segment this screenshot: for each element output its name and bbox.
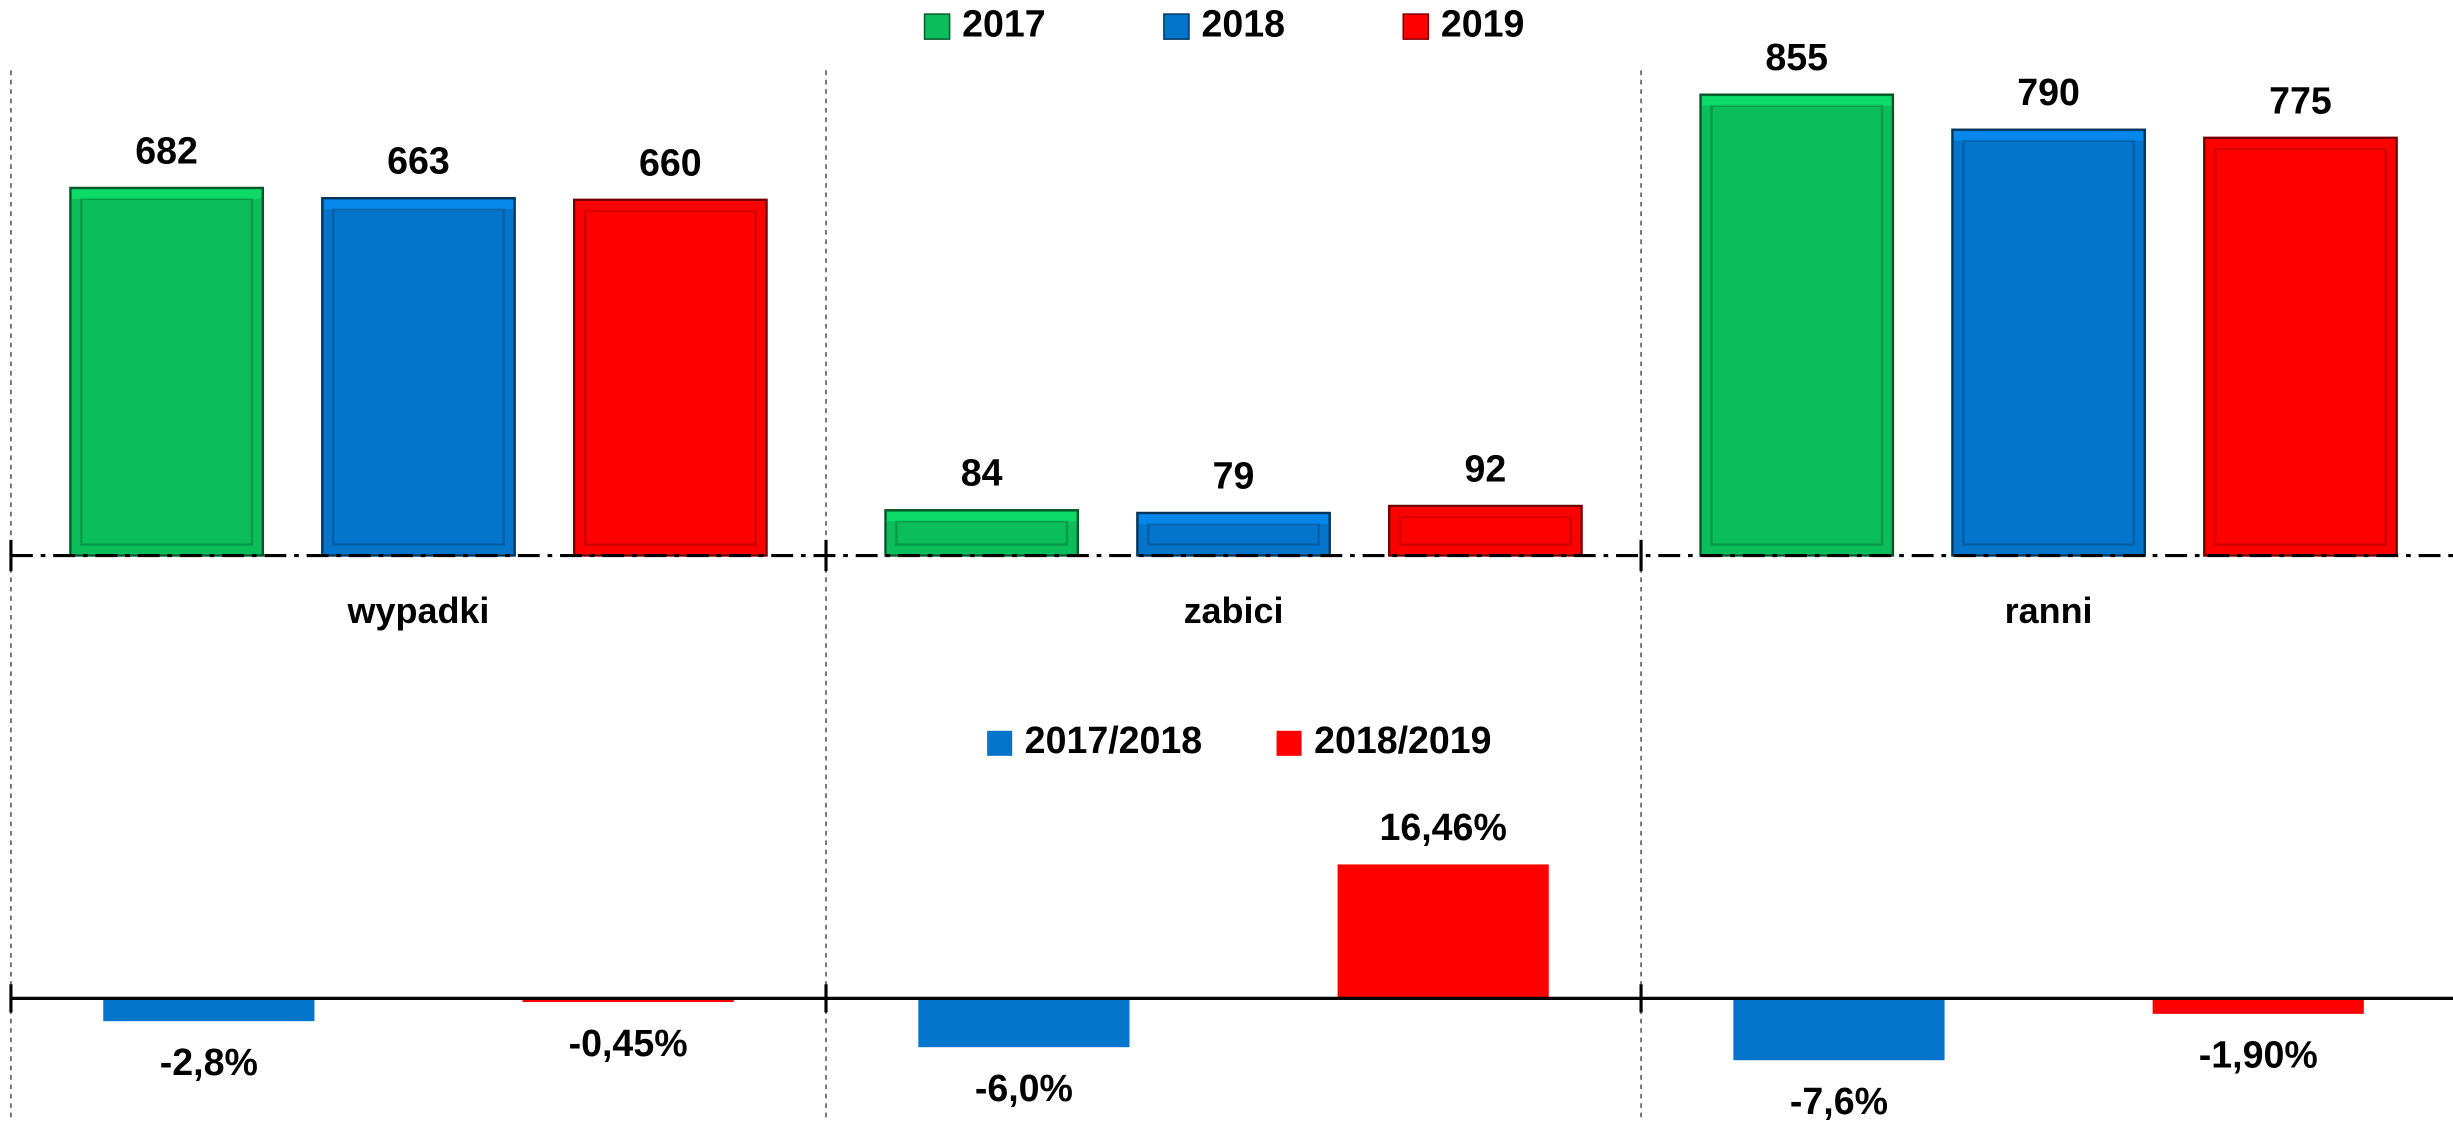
bar-highlight: [575, 201, 765, 211]
data-label: 660: [639, 141, 702, 183]
legend-swatch: [1163, 13, 1190, 40]
legend-label: 2017: [962, 3, 1046, 45]
data-label: 855: [1765, 36, 1828, 78]
bar: [321, 196, 516, 557]
category-label: zabici: [1184, 590, 1284, 631]
bar: [1951, 128, 2146, 557]
legend-swatch: [1276, 730, 1302, 756]
bar-highlight: [887, 511, 1077, 522]
bar: [918, 998, 1130, 1048]
data-label: -0,45%: [569, 1022, 688, 1064]
data-label: 663: [387, 140, 450, 182]
bar: [2152, 998, 2364, 1014]
legend-swatch: [987, 730, 1013, 756]
bar-highlight: [1953, 131, 2144, 141]
data-label: 79: [1213, 454, 1255, 496]
legend-label: 2019: [1441, 3, 1525, 45]
data-label: 92: [1465, 447, 1507, 489]
bar: [103, 998, 315, 1022]
separators: [10, 70, 1642, 1122]
category-label: wypadki: [347, 590, 490, 631]
data-label: 790: [2017, 71, 2080, 113]
bar: [69, 186, 264, 557]
bar: [522, 998, 734, 1003]
bar-highlight: [323, 199, 514, 210]
bar: [1699, 93, 1895, 557]
data-label: 84: [961, 452, 1003, 494]
bar: [1337, 864, 1549, 999]
bar: [1733, 998, 1945, 1061]
legend-swatch: [923, 13, 951, 40]
bar-highlight: [2205, 139, 2396, 149]
legend-label: 2018/2019: [1314, 719, 1491, 761]
category-label: ranni: [2005, 590, 2093, 631]
bar-highlight: [1390, 507, 1581, 517]
bar-highlight: [1702, 96, 1892, 106]
bar-bevel: [1962, 139, 2136, 546]
bar-highlight: [1138, 514, 1329, 524]
data-label: -2,8%: [160, 1041, 258, 1083]
data-label: -6,0%: [975, 1067, 1073, 1109]
legend-swatch: [1402, 13, 1430, 40]
data-label: 775: [2269, 79, 2332, 121]
data-label: 682: [135, 129, 198, 171]
bar-highlight: [71, 189, 262, 199]
data-label: 16,46%: [1380, 806, 1507, 848]
legend-label: 2018: [1201, 3, 1285, 45]
legend-label: 2017/2018: [1025, 719, 1202, 761]
bar: [572, 198, 768, 557]
data-label: -7,6%: [1790, 1080, 1888, 1122]
bar: [2203, 136, 2398, 557]
data-label: -1,90%: [2199, 1034, 2318, 1076]
